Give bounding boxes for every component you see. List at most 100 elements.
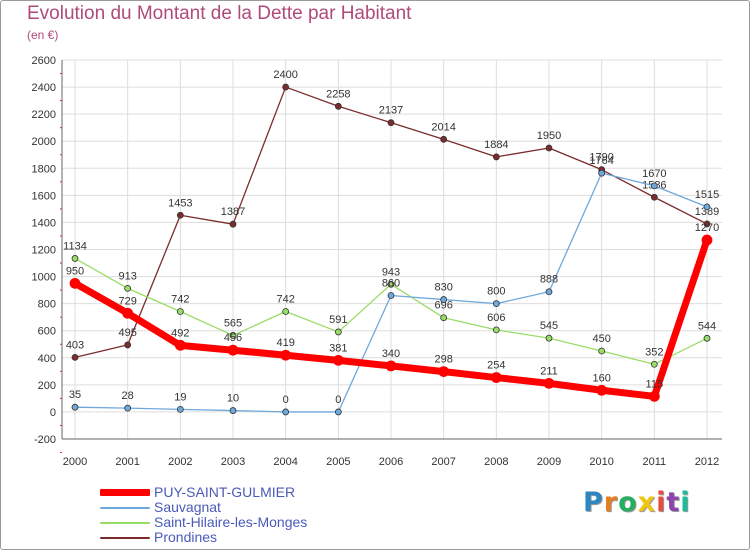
data-label-prondines: 1453 (168, 197, 192, 209)
y-tick-label: 0 (50, 407, 56, 419)
data-label-puy-saint-gulmier: 419 (276, 337, 294, 349)
data-label-puy-saint-gulmier: 160 (592, 372, 610, 384)
y-tick-label: 400 (38, 353, 56, 365)
legend-item-puy-saint-gulmier: PUY-SAINT-GULMIER (100, 485, 420, 500)
data-point-sauvagnat (492, 300, 500, 308)
data-label-sauvagnat: 860 (382, 278, 400, 290)
y-tick-label: 600 (38, 326, 56, 338)
data-label-sauvagnat: 28 (122, 390, 134, 402)
y-tick-label: 800 (38, 299, 56, 311)
data-point-prondines (440, 135, 448, 143)
legend-label-prondines: Prondines (154, 529, 218, 545)
x-tick-label: 2004 (273, 456, 297, 468)
data-point-saint-hilaire-les-monges (229, 332, 237, 339)
data-point-saint-hilaire-les-monges (492, 326, 500, 334)
data-label-puy-saint-gulmier: 381 (329, 342, 347, 354)
data-label-sauvagnat: 35 (69, 389, 81, 401)
data-label-saint-hilaire-les-monges: 450 (592, 333, 610, 345)
y-tick-label: 1000 (32, 272, 56, 284)
data-label-saint-hilaire-les-monges: 696 (434, 300, 452, 312)
data-label-sauvagnat: 1764 (589, 155, 613, 167)
logo-letter: i (680, 487, 691, 518)
data-label-saint-hilaire-les-monges: 742 (171, 293, 189, 305)
data-point-puy-saint-gulmier (648, 390, 660, 402)
data-point-sauvagnat (440, 296, 448, 303)
legend-swatch-prondines (100, 537, 150, 539)
data-point-sauvagnat (71, 403, 79, 411)
data-point-puy-saint-gulmier (543, 377, 555, 389)
data-label-saint-hilaire-les-monges: 742 (276, 293, 294, 305)
data-point-prondines (124, 341, 132, 349)
x-tick-label: 2008 (484, 456, 508, 468)
data-label-saint-hilaire-les-monges: 1134 (63, 240, 87, 252)
x-tick-label: 2006 (379, 456, 403, 468)
y-tick-label: 1200 (32, 245, 56, 257)
chart-subtitle: (en €) (27, 28, 59, 42)
data-label-sauvagnat: 10 (227, 393, 239, 405)
data-point-prondines (334, 102, 342, 110)
data-point-saint-hilaire-les-monges (334, 328, 342, 336)
data-point-puy-saint-gulmier (227, 344, 239, 356)
x-tick-label: 2003 (221, 456, 245, 468)
data-label-puy-saint-gulmier: 115 (646, 378, 664, 390)
y-tick-label: 2400 (32, 82, 56, 94)
data-point-prondines (545, 144, 553, 152)
data-label-sauvagnat: 830 (434, 282, 452, 294)
chart-legend: PUY-SAINT-GULMIER Sauvagnat Saint-Hilair… (100, 485, 420, 545)
data-point-saint-hilaire-les-monges (545, 334, 553, 342)
x-tick-label: 2010 (589, 456, 613, 468)
data-label-puy-saint-gulmier: 1270 (695, 222, 719, 234)
data-point-saint-hilaire-les-monges (440, 314, 448, 322)
logo-letter: t (666, 487, 681, 518)
data-label-sauvagnat: 888 (540, 274, 558, 286)
data-point-prondines (229, 220, 237, 228)
legend-swatch-puy-saint-gulmier (100, 489, 150, 496)
data-point-prondines (387, 119, 395, 127)
chart-title: Evolution du Montant de la Dette par Hab… (27, 3, 412, 24)
data-label-prondines: 1950 (537, 130, 561, 142)
x-tick-label: 2007 (431, 456, 455, 468)
data-label-prondines: 2014 (431, 121, 455, 133)
data-point-saint-hilaire-les-monges (282, 308, 290, 315)
legend-item-saint-hilaire-les-monges: Saint-Hilaire-les-Monges (100, 515, 420, 530)
legend-label-sauvagnat: Sauvagnat (154, 499, 221, 515)
data-point-prondines (703, 220, 711, 228)
data-label-prondines: 495 (118, 327, 136, 339)
data-point-saint-hilaire-les-monges (703, 334, 711, 342)
data-point-sauvagnat (387, 292, 395, 299)
data-label-sauvagnat: 1670 (642, 168, 666, 180)
data-point-prondines (282, 83, 290, 91)
data-point-puy-saint-gulmier (122, 307, 134, 319)
data-point-puy-saint-gulmier (385, 360, 397, 372)
data-point-puy-saint-gulmier (490, 372, 502, 383)
data-point-puy-saint-gulmier (280, 349, 292, 361)
data-point-sauvagnat (124, 404, 132, 412)
data-label-puy-saint-gulmier: 211 (540, 365, 558, 377)
data-point-sauvagnat (598, 169, 606, 177)
data-label-puy-saint-gulmier: 254 (487, 360, 505, 372)
data-point-saint-hilaire-les-monges (176, 308, 184, 315)
data-point-puy-saint-gulmier (69, 277, 81, 289)
data-label-puy-saint-gulmier: 298 (434, 354, 452, 366)
data-point-sauvagnat (176, 405, 184, 413)
data-point-prondines (176, 211, 184, 219)
data-label-prondines: 403 (66, 339, 84, 351)
y-tick-label: -200 (34, 434, 56, 446)
data-label-saint-hilaire-les-monges: 565 (224, 317, 242, 329)
data-label-puy-saint-gulmier: 492 (171, 327, 189, 339)
proxiti-logo: Proxiti (583, 487, 691, 518)
data-point-puy-saint-gulmier (332, 354, 344, 366)
data-point-sauvagnat (545, 288, 553, 296)
logo-letter: i (656, 487, 667, 518)
data-label-prondines: 1387 (221, 206, 245, 218)
logo-letter: o (618, 487, 638, 518)
data-point-prondines (492, 153, 500, 161)
data-label-saint-hilaire-les-monges: 606 (487, 312, 505, 324)
data-point-puy-saint-gulmier (174, 339, 186, 351)
data-label-puy-saint-gulmier: 950 (66, 265, 84, 277)
logo-letter: r (603, 487, 619, 518)
data-label-prondines: 2400 (273, 69, 297, 81)
data-label-sauvagnat: 800 (487, 286, 505, 298)
y-tick-label: 2000 (32, 136, 56, 148)
